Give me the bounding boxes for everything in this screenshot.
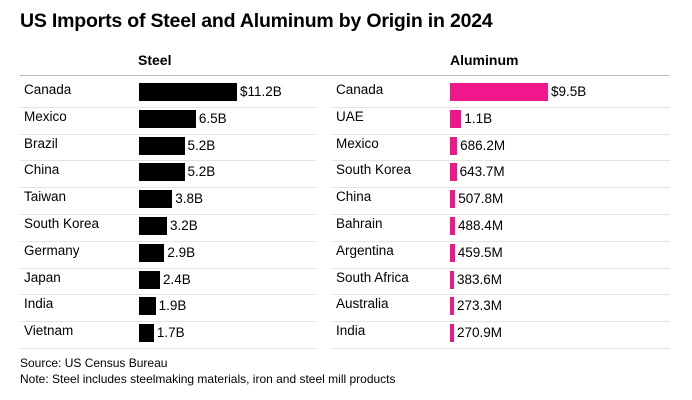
chart-title: US Imports of Steel and Aluminum by Orig…: [20, 10, 493, 32]
aluminum-bar: [450, 270, 454, 289]
aluminum-category-label: South Korea: [336, 162, 412, 178]
steel-category-label: Mexico: [24, 108, 67, 124]
steel-category-label: South Korea: [24, 216, 100, 231]
aluminum-row-divider: [332, 321, 670, 323]
aluminum-row-divider: [332, 160, 670, 162]
steel-category-label: India: [24, 296, 54, 312]
steel-category-label: Germany: [24, 242, 80, 258]
aluminum-row-divider: [332, 214, 670, 215]
steel-value-label: 5.2B: [187, 137, 216, 153]
aluminum-category-label: Canada: [336, 82, 384, 97]
aluminum-category-label: Bahrain: [336, 216, 383, 231]
steel-category-label: Canada: [24, 82, 72, 97]
aluminum-row-divider: [332, 106, 670, 108]
aluminum-row-divider: [332, 240, 670, 242]
steel-bar: [139, 270, 160, 289]
source-note: Source: US Census Bureau: [20, 356, 168, 370]
steel-column-header: Steel: [138, 52, 172, 68]
aluminum-value-label: 686.2M: [460, 137, 506, 153]
aluminum-bar: [450, 217, 456, 235]
aluminum-value-label: 488.4M: [458, 218, 504, 233]
steel-value-label: 6.5B: [198, 110, 227, 126]
aluminum-bar: [450, 190, 456, 209]
aluminum-column-header: Aluminum: [450, 52, 519, 68]
steel-bar: [139, 324, 154, 343]
steel-category-label: Brazil: [24, 135, 58, 151]
aluminum-bar: [450, 243, 455, 262]
steel-value-label: 1.9B: [158, 298, 187, 314]
aluminum-value-label: 1.1B: [464, 110, 493, 126]
aluminum-category-label: Argentina: [336, 242, 394, 258]
aluminum-category-label: Mexico: [336, 135, 379, 151]
steel-bar: [139, 297, 156, 316]
aluminum-bar: [450, 83, 548, 101]
aluminum-category-label: China: [336, 189, 372, 205]
steel-row-divider: [20, 106, 316, 108]
aluminum-value-label: 270.9M: [457, 325, 503, 341]
steel-value-label: 2.4B: [163, 271, 191, 287]
steel-bar: [139, 136, 185, 155]
aluminum-category-label: India: [336, 323, 366, 339]
steel-value-label: 5.2B: [187, 164, 216, 180]
steel-category-label: Japan: [24, 269, 61, 285]
steel-bar: [139, 190, 173, 209]
steel-value-label: 2.9B: [167, 244, 196, 260]
aluminum-value-label: 273.3M: [457, 298, 503, 314]
aluminum-value-label: 507.8M: [458, 191, 504, 207]
steel-category-label: Taiwan: [24, 189, 67, 205]
footnote: Note: Steel includes steelmaking materia…: [20, 372, 396, 386]
aluminum-category-label: UAE: [336, 108, 364, 124]
steel-row-divider: [20, 187, 316, 189]
steel-bar: [139, 163, 185, 182]
aluminum-category-label: South Africa: [336, 269, 409, 285]
steel-value-label: $11.2B: [240, 84, 282, 99]
steel-value-label: 3.8B: [175, 191, 204, 207]
steel-category-label: China: [24, 162, 60, 178]
aluminum-bar: [450, 297, 454, 316]
aluminum-bar: [450, 324, 454, 343]
aluminum-bar: [450, 136, 458, 155]
header-divider: [20, 75, 670, 76]
aluminum-value-label: 383.6M: [457, 271, 503, 287]
steel-value-label: 1.7B: [156, 325, 185, 341]
steel-bar: [139, 83, 237, 101]
steel-row-divider: [20, 294, 316, 296]
aluminum-row-divider: [332, 348, 670, 349]
aluminum-row-divider: [332, 187, 670, 189]
steel-bar: [139, 109, 196, 128]
aluminum-row-divider: [332, 267, 670, 269]
steel-row-divider: [20, 240, 316, 242]
aluminum-value-label: $9.5B: [551, 84, 587, 99]
steel-category-label: Vietnam: [24, 323, 74, 339]
steel-bar: [139, 217, 167, 235]
steel-row-divider: [20, 321, 316, 323]
steel-row-divider: [20, 267, 316, 269]
aluminum-value-label: 643.7M: [459, 164, 505, 180]
steel-row-divider: [20, 133, 316, 135]
steel-bar: [139, 243, 165, 262]
steel-row-divider: [20, 160, 316, 162]
steel-row-divider: [20, 348, 316, 349]
aluminum-value-label: 459.5M: [457, 244, 503, 260]
aluminum-row-divider: [332, 133, 670, 135]
steel-row-divider: [20, 214, 316, 215]
steel-value-label: 3.2B: [170, 218, 198, 233]
aluminum-category-label: Australia: [336, 296, 389, 312]
aluminum-bar: [450, 109, 462, 128]
aluminum-bar: [450, 163, 457, 182]
aluminum-row-divider: [332, 294, 670, 296]
